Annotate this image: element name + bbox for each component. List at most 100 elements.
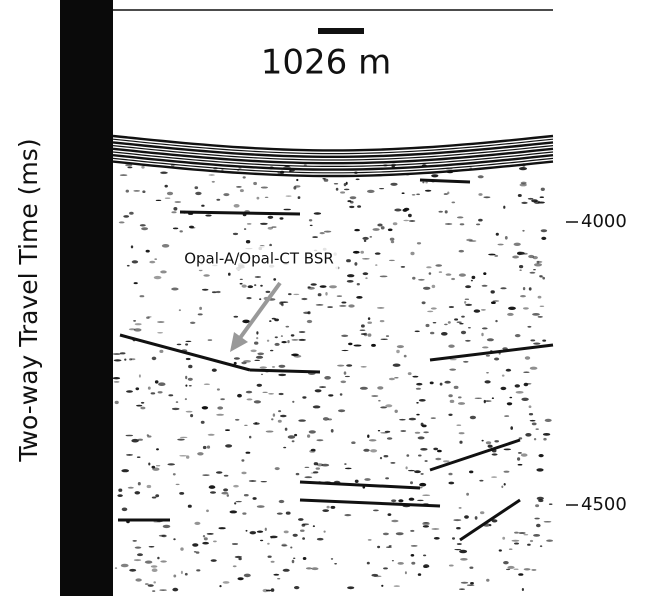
- reflection-dot: [514, 531, 519, 534]
- reflection-dot: [160, 270, 167, 274]
- reflection-dot: [367, 539, 372, 541]
- reflection-dot: [147, 435, 152, 438]
- reflection-dot: [454, 318, 459, 321]
- reflection-dot: [113, 381, 120, 383]
- reflection-dot: [294, 586, 300, 590]
- reflection-dot: [307, 286, 311, 289]
- reflection-dot: [296, 178, 299, 182]
- reflection-dot: [341, 334, 349, 337]
- reflection-dot: [437, 449, 442, 453]
- reflection-dot: [447, 171, 453, 174]
- reflection-dot: [529, 539, 534, 543]
- reflection-dot: [237, 577, 244, 581]
- reflection-dot: [150, 392, 156, 395]
- reflection-dot: [219, 585, 222, 588]
- reflection-dot: [172, 587, 179, 592]
- reflection-dot: [534, 517, 540, 520]
- reflection-dot: [382, 532, 389, 536]
- reflection-dot: [390, 462, 396, 464]
- reflection-dot: [391, 163, 397, 167]
- reflection-dot: [486, 578, 490, 582]
- reflection-dot: [239, 278, 243, 280]
- reflection-dot: [185, 410, 193, 413]
- reflection-dot: [533, 269, 536, 271]
- reflection-dot: [298, 518, 304, 521]
- reflection-dot: [349, 196, 357, 200]
- reflection-dot: [241, 284, 247, 288]
- reflection-dot: [291, 440, 295, 443]
- reflection-dot: [246, 223, 252, 225]
- reflection-dot: [333, 183, 339, 185]
- reflection-dot: [210, 491, 216, 494]
- reflection-dot: [319, 386, 327, 388]
- reflection-dot: [383, 164, 388, 167]
- reflection-dot: [245, 390, 253, 394]
- reflection-dot: [233, 315, 239, 318]
- reflection-dot: [438, 210, 443, 213]
- reflection-dot: [280, 301, 289, 304]
- reflection-dot: [380, 406, 387, 409]
- reflection-dot: [249, 531, 257, 535]
- reflection-dot: [222, 581, 230, 584]
- reflection-dot: [206, 533, 214, 535]
- reflection-dot: [519, 167, 527, 171]
- reflection-dot: [301, 297, 308, 301]
- reflection-dot: [448, 394, 453, 398]
- reflection-dot: [129, 211, 134, 215]
- reflection-dot: [140, 401, 145, 404]
- reflection-dot: [461, 315, 465, 318]
- reflection-dot: [242, 212, 247, 217]
- reflection-dot: [185, 357, 191, 361]
- reflection-dot: [262, 588, 268, 593]
- reflection-dot: [207, 433, 215, 436]
- reflection-dot: [167, 463, 175, 466]
- reflection-dot: [444, 210, 448, 214]
- reflection-dot: [469, 566, 474, 569]
- reflection-dot: [290, 334, 295, 337]
- reflection-dot: [129, 358, 133, 361]
- reflection-dot: [463, 360, 469, 363]
- reflection-dot: [453, 519, 462, 522]
- reflection-dot: [417, 573, 422, 576]
- reflection-dot: [152, 590, 156, 592]
- reflection-dot: [410, 251, 415, 256]
- reflection-dot: [157, 321, 165, 323]
- reflection-dot: [283, 530, 289, 534]
- reflection-dot: [126, 264, 130, 267]
- reflection-dot: [248, 480, 257, 482]
- reflection-dot: [279, 217, 284, 220]
- reflection-dot: [341, 349, 349, 352]
- reflection-dot: [504, 236, 508, 240]
- reflection-dot: [208, 174, 215, 176]
- reflection-dot: [267, 542, 270, 545]
- reflection-dot: [536, 496, 544, 501]
- seismic-section: [112, 134, 554, 593]
- reflection-dot: [442, 460, 450, 463]
- reflection-dot: [518, 573, 524, 576]
- reflection-dot: [130, 358, 136, 361]
- reflection-dot: [277, 171, 285, 174]
- reflection-dot: [185, 384, 188, 387]
- reflection-dot: [124, 358, 127, 361]
- reflection-dot: [424, 460, 428, 462]
- reflection-dot: [210, 559, 217, 562]
- reflection-dot: [274, 467, 280, 471]
- reflection-dot: [202, 535, 206, 538]
- reflection-dot: [541, 236, 547, 240]
- reflection-dot: [458, 249, 464, 253]
- reflection-dot: [536, 523, 541, 528]
- reflection-dot: [531, 199, 538, 203]
- reflection-dot: [242, 319, 250, 324]
- reflection-dot: [213, 540, 217, 543]
- reflection-dot: [421, 164, 427, 168]
- reflection-dot: [539, 275, 543, 277]
- reflection-dot: [391, 519, 399, 523]
- reflection-dot: [193, 551, 197, 553]
- reflection-dot: [278, 364, 286, 368]
- reflection-dot: [491, 453, 498, 456]
- reflection-dot: [362, 258, 370, 260]
- reflection-dot: [253, 400, 261, 404]
- reflection-dot: [500, 287, 507, 290]
- reflection-dot: [160, 171, 169, 174]
- reflection-dot: [271, 366, 276, 368]
